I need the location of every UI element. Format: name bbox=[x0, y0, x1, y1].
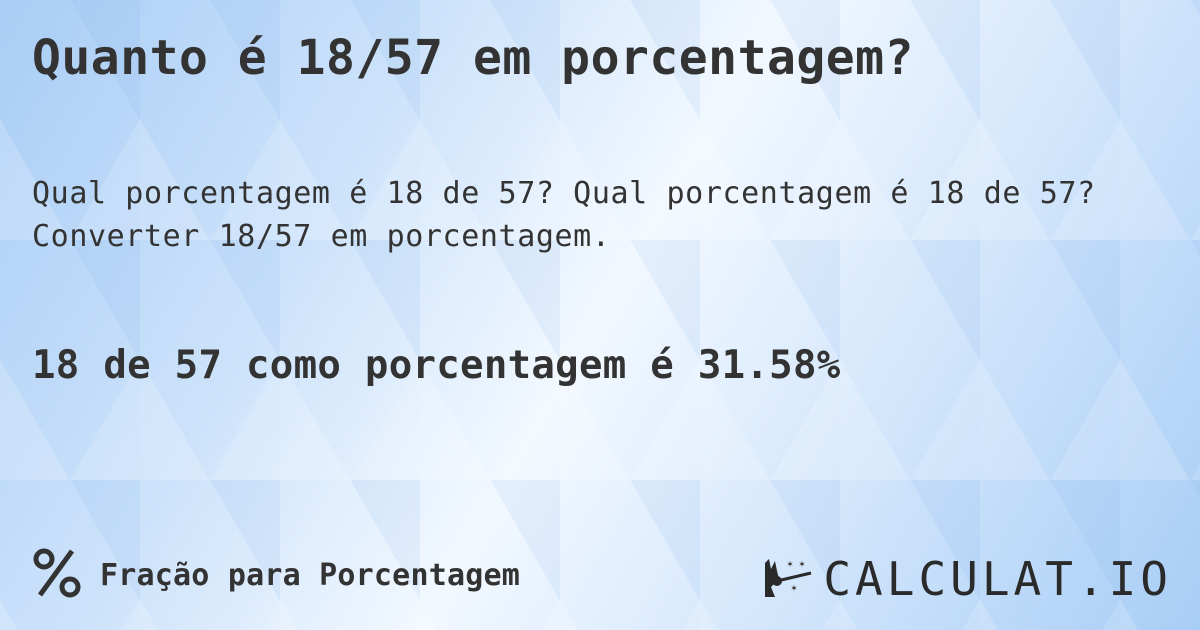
category-link[interactable]: Fração para Porcentagem bbox=[32, 548, 520, 602]
result-text: 18 de 57 como porcentagem é 31.58% bbox=[32, 343, 841, 388]
page-description: Qual porcentagem é 18 de 57? Qual porcen… bbox=[32, 176, 1096, 254]
category-label: Fração para Porcentagem bbox=[100, 557, 521, 593]
magic-hand-wand-icon: ✶ ✶ ✶ bbox=[761, 555, 815, 603]
calculat-io-logo[interactable]: ✶ ✶ ✶ CALCULAT.IO bbox=[761, 555, 1172, 603]
logo-text: CALCULAT.IO bbox=[823, 552, 1172, 606]
percent-icon bbox=[32, 548, 82, 602]
page-title: Quanto é 18/57 em porcentagem? bbox=[32, 30, 914, 86]
svg-text:✶ ✶: ✶ ✶ bbox=[787, 559, 805, 570]
svg-text:✶: ✶ bbox=[791, 583, 797, 594]
